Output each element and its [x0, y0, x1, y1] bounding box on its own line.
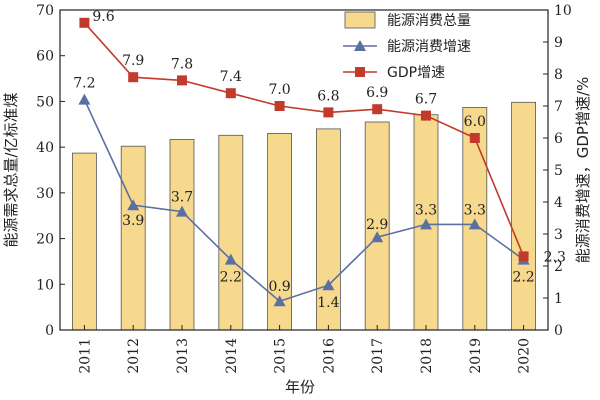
legend-energy-label: 能源消费增速: [387, 39, 471, 55]
right-tick-label: 7: [554, 99, 563, 115]
legend-bar-label: 能源消费总量: [387, 13, 471, 29]
gdp-growth-label: 9.6: [92, 9, 114, 25]
right-tick-label: 6: [554, 131, 563, 147]
gdp-growth-line: [83, 22, 525, 257]
right-tick-label: 3: [554, 227, 563, 243]
axes-layer: 0 10 20 30 40 50 60 70 0 1 2 3 4 5 6 7 8 9 10 2011 2012 2013 2…: [2, 3, 592, 396]
bars-layer: [72, 101, 537, 331]
right-tick-label: 9: [554, 35, 563, 51]
energy-growth-point: [78, 93, 91, 105]
energy-growth-point: [273, 295, 286, 307]
right-tick-label: 0: [554, 323, 563, 339]
bar-2013: [169, 138, 195, 331]
left-tick-label: 20: [36, 232, 54, 248]
gdp-growth-point: [421, 110, 431, 121]
energy-growth-point: [322, 279, 335, 291]
gdp-growth-point: [177, 75, 187, 86]
x-tick-label: 2019: [468, 338, 484, 374]
energy-growth-point: [224, 253, 237, 265]
energy-growth-point: [127, 199, 140, 211]
gdp-growth-label: 6.8: [317, 88, 339, 104]
labels-layer: 9.6 7.9 7.8 7.4 7.0 6.8 6.9 6.7 6.0 2.3 7.2 3.9 3.7 2…: [73, 9, 566, 311]
legend-gdp-label: GDP增速: [387, 65, 445, 81]
x-tick-label: 2015: [273, 338, 289, 374]
gdp-growth-label: 7.8: [171, 56, 193, 72]
bar-2020: [511, 101, 537, 331]
energy-growth-line: [83, 99, 525, 303]
bar-2014: [218, 134, 244, 331]
gdp-growth-label: 2.3: [544, 249, 566, 265]
energy-growth-label: 0.9: [268, 279, 290, 295]
energy-growth-label: 3.3: [415, 202, 437, 218]
energy-growth-label: 3.9: [122, 213, 144, 229]
gdp-growth-point: [79, 17, 90, 28]
left-tick-label: 10: [36, 277, 54, 293]
bar-2011: [72, 152, 97, 331]
left-tick-label: 60: [36, 49, 54, 65]
legend-gdp-marker: [355, 67, 365, 77]
right-tick-label: 1: [554, 291, 563, 307]
bar-2012: [120, 145, 146, 331]
energy-growth-label: 7.2: [73, 76, 95, 92]
x-tick-label: 2020: [517, 338, 533, 374]
x-tick-label: 2011: [77, 338, 93, 374]
gdp-growth-label: 7.0: [268, 82, 290, 98]
left-tick-label: 70: [36, 3, 54, 19]
x-axis-title: 年份: [285, 378, 315, 396]
gdp-growth-point: [128, 72, 139, 83]
energy-growth-label: 3.7: [171, 190, 193, 206]
x-tick-label: 2018: [419, 338, 435, 374]
gdp-growth-point: [469, 133, 480, 143]
gdp-growth-label: 7.9: [122, 53, 144, 69]
x-tick-label: 2012: [126, 338, 142, 374]
gdp-growth-point: [372, 104, 383, 115]
legend-energy-marker: [354, 40, 366, 51]
gdp-growth-label: 7.4: [220, 69, 242, 85]
gdp-growth-point: [518, 251, 529, 262]
gdp-growth-point: [274, 101, 285, 111]
gdp-growth-label: 6.0: [464, 114, 486, 130]
right-tick-label: 8: [554, 67, 563, 83]
gdp-growth-label: 6.7: [415, 92, 437, 108]
right-tick-label: 2: [554, 259, 563, 275]
bar-2016: [315, 128, 341, 331]
energy-growth-point: [420, 218, 432, 230]
left-tick-label: 30: [36, 186, 54, 202]
x-tick-label: 2017: [370, 338, 386, 374]
x-tick-label: 2014: [224, 338, 240, 374]
energy-growth-label: 2.2: [512, 270, 534, 286]
gdp-growth-label: 6.9: [366, 85, 388, 101]
right-tick-label: 10: [554, 3, 572, 19]
left-tick-label: 0: [45, 323, 54, 339]
left-tick-label: 40: [36, 140, 54, 156]
energy-growth-label: 2.9: [366, 217, 388, 233]
right-tick-label: 4: [554, 195, 563, 211]
y-axis-right-title: 能源消费增速，GDP增速/%: [574, 77, 592, 264]
x-tick-label: 2016: [321, 338, 337, 374]
right-tick-label: 5: [554, 163, 563, 179]
left-tick-label: 50: [36, 94, 54, 110]
x-tick-label: 2013: [175, 338, 191, 374]
energy-growth-point: [468, 218, 481, 230]
legend-bar-swatch: [344, 11, 376, 29]
gdp-growth-point: [225, 88, 236, 99]
lines-layer: [78, 17, 530, 307]
energy-growth-point: [371, 231, 384, 243]
y-axis-left-title: 能源需求总量/亿标准煤: [2, 92, 20, 247]
energy-growth-label: 3.3: [464, 202, 486, 218]
bar-2018: [413, 114, 439, 331]
energy-growth-label: 2.2: [220, 270, 242, 286]
energy-growth-label: 1.4: [317, 295, 339, 311]
gdp-growth-point: [323, 107, 334, 118]
energy-growth-point: [176, 205, 188, 217]
